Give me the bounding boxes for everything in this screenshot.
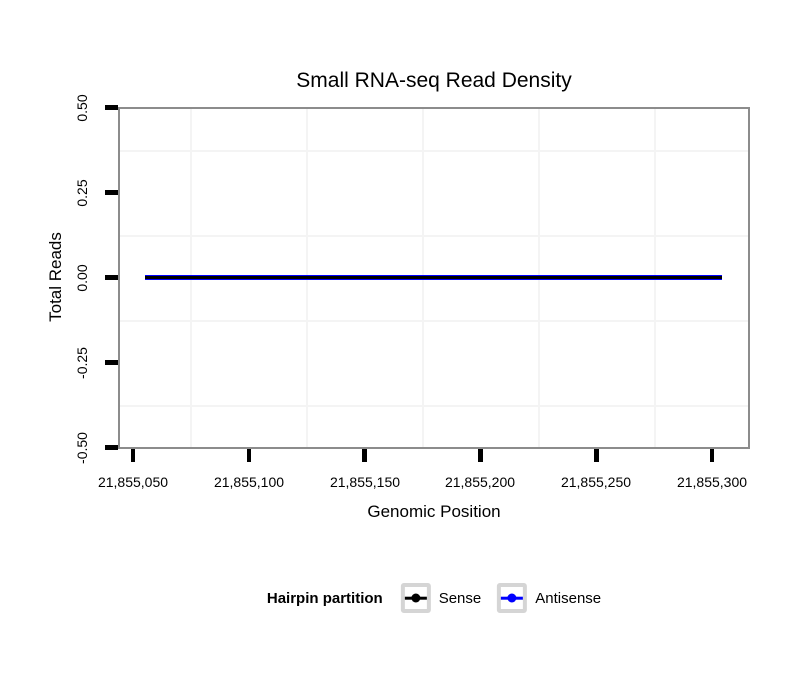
x-tick-mark xyxy=(246,449,252,462)
legend-key-sense xyxy=(400,583,431,613)
x-tick-mark xyxy=(594,449,599,462)
series-line-sense xyxy=(145,276,722,279)
legend-key-antisense xyxy=(497,583,528,613)
y-tick-label: -0.25 xyxy=(74,346,90,379)
legend-label-antisense: Antisense xyxy=(535,589,602,607)
y-tick-mark xyxy=(105,190,118,195)
y-tick-label: -0.50 xyxy=(74,431,90,464)
legend-point-icon xyxy=(507,593,517,603)
y-tick-mark xyxy=(105,105,118,110)
y-tick-label: 0.00 xyxy=(74,263,90,292)
gridline-minor-horizontal xyxy=(120,319,748,322)
x-tick-label: 21,855,300 xyxy=(676,474,748,490)
y-tick-mark xyxy=(105,275,118,280)
x-tick-label: 21,855,200 xyxy=(444,474,516,490)
x-axis-title: Genomic Position xyxy=(367,502,501,521)
gridline-minor-horizontal xyxy=(120,149,748,152)
x-tick-label: 21,855,050 xyxy=(97,474,169,490)
chart-title: Small RNA-seq Read Density xyxy=(296,69,572,92)
gridline-minor-horizontal xyxy=(120,404,748,407)
x-tick-mark xyxy=(478,449,483,462)
x-tick-mark xyxy=(362,449,367,462)
legend-point-icon xyxy=(411,593,421,603)
y-tick-mark xyxy=(105,360,118,365)
x-tick-mark xyxy=(130,449,136,462)
y-tick-label: 0.50 xyxy=(74,93,90,122)
legend: Hairpin partition Sense Antisense xyxy=(267,583,601,613)
x-tick-mark xyxy=(709,449,715,462)
x-tick-label: 21,855,100 xyxy=(213,474,285,490)
x-tick-label: 21,855,150 xyxy=(329,474,401,490)
y-tick-mark xyxy=(105,445,118,450)
y-axis-title: Total Reads xyxy=(46,232,65,322)
legend-label-sense: Sense xyxy=(438,589,482,607)
y-tick-label: 0.25 xyxy=(74,178,90,207)
legend-title: Hairpin partition xyxy=(266,589,383,607)
x-tick-label: 21,855,250 xyxy=(560,474,632,490)
gridline-minor-horizontal xyxy=(120,234,748,237)
